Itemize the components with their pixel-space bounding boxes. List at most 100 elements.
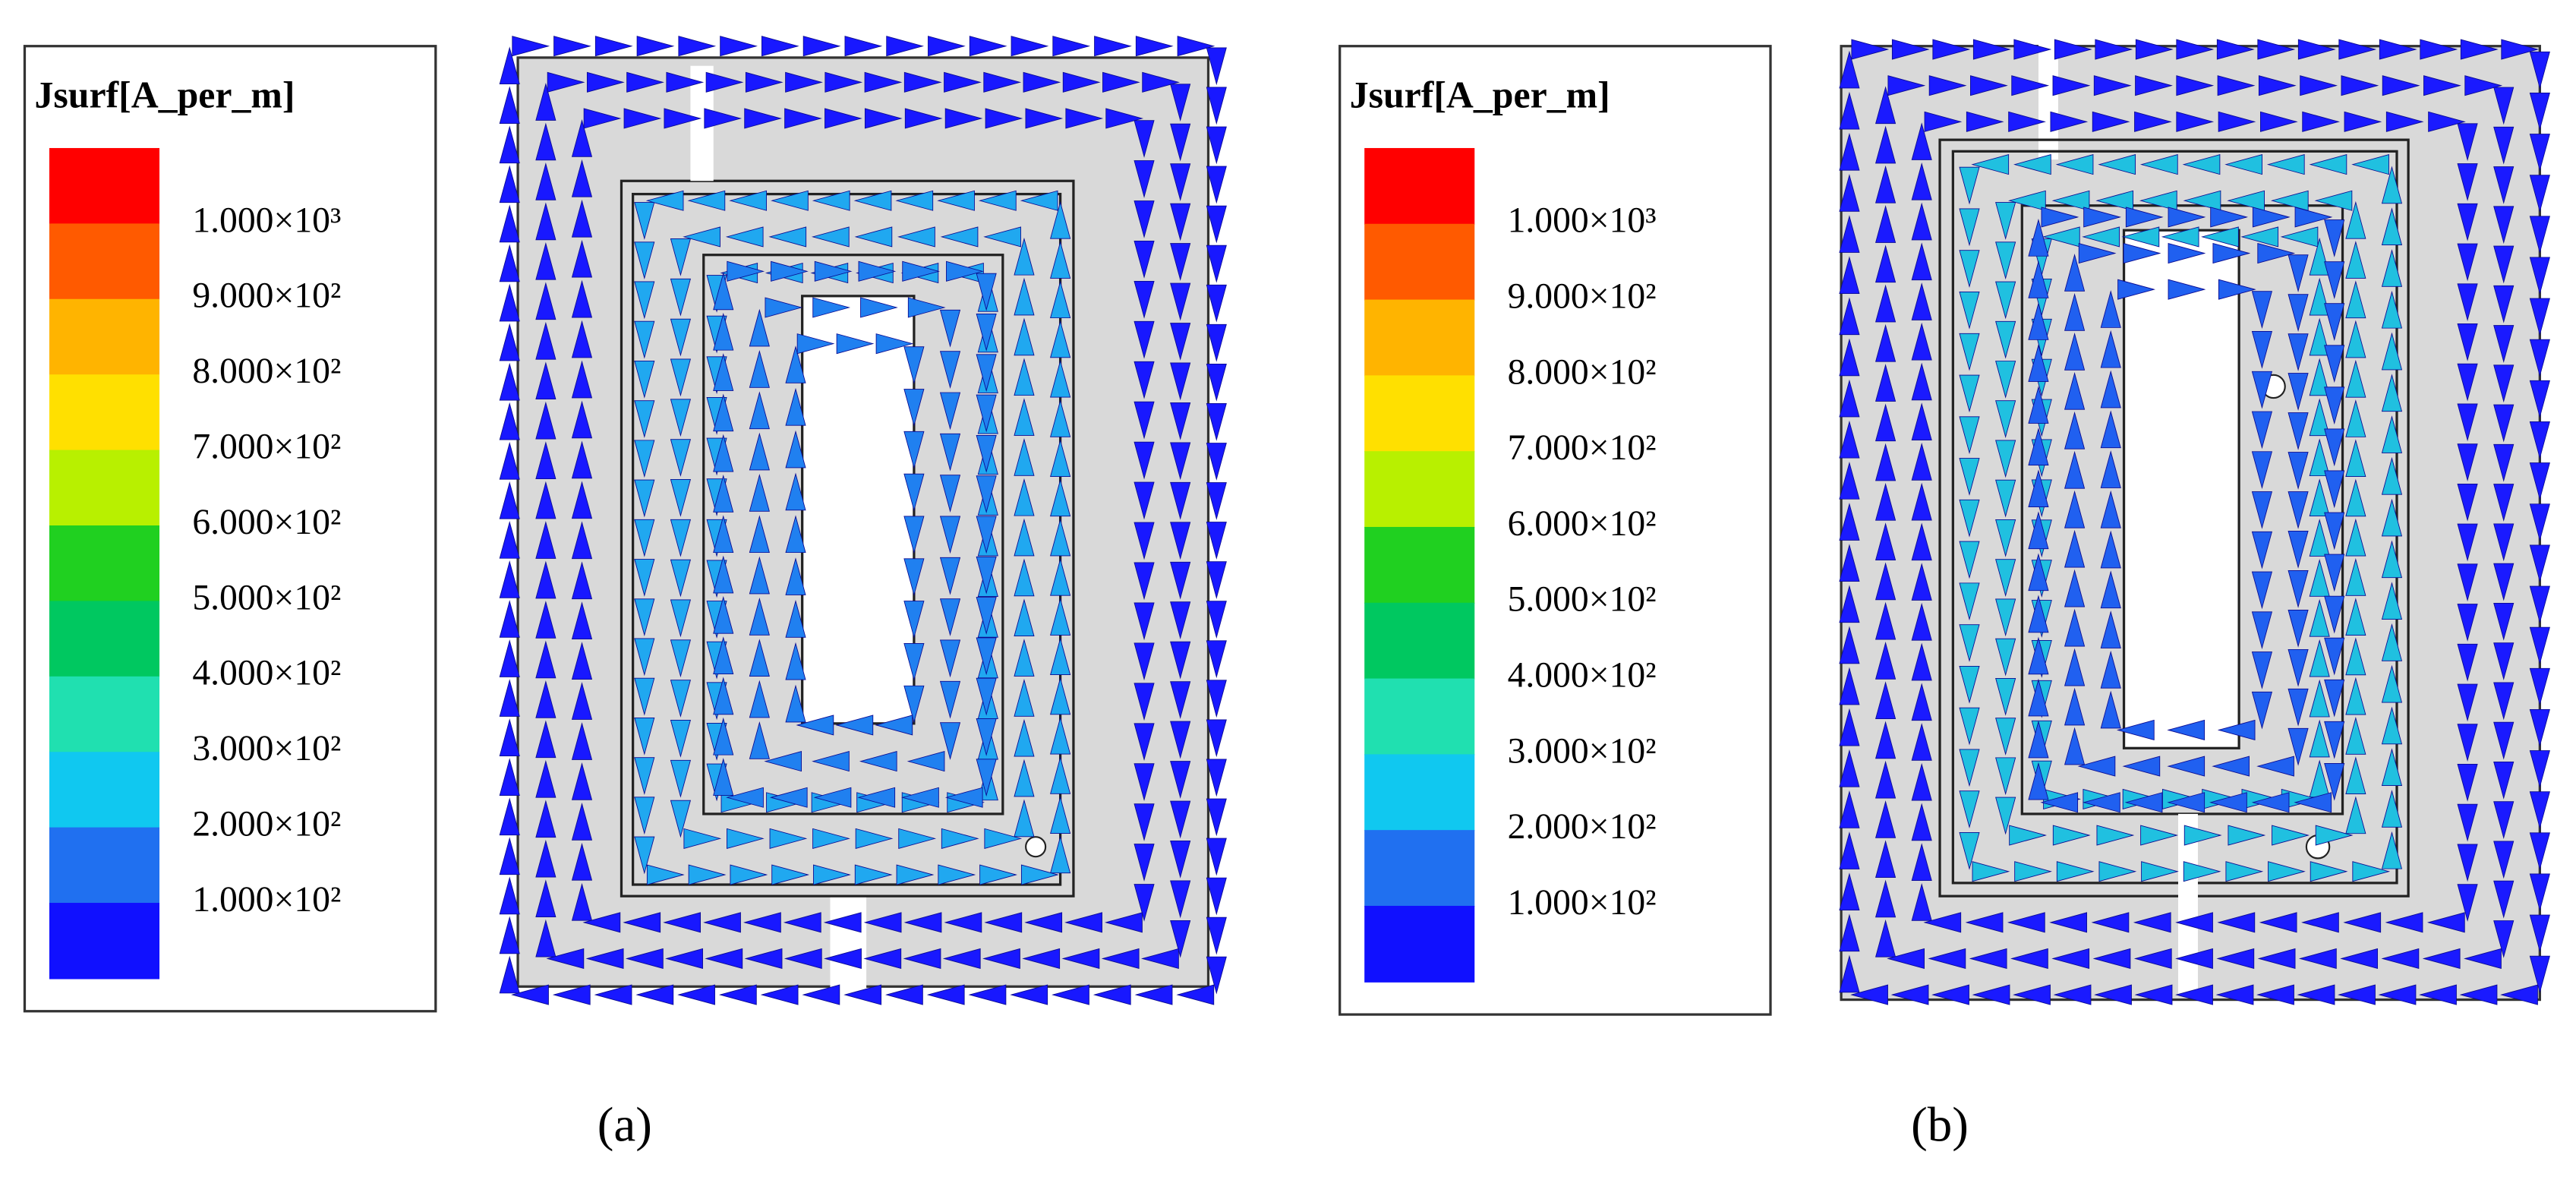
legend-label: 8.000×10² — [1508, 352, 1657, 392]
legend-label: 8.000×10² — [192, 352, 341, 391]
arrow — [1134, 884, 1155, 922]
arrow — [2428, 111, 2466, 132]
arrow — [1911, 723, 1932, 761]
arrow — [1014, 679, 1035, 717]
arrow — [771, 190, 809, 211]
arrow — [2493, 841, 2515, 879]
arrow — [906, 751, 945, 772]
arrow — [2176, 39, 2215, 60]
arrow — [535, 680, 557, 718]
arrow — [875, 715, 913, 736]
arrow — [1170, 481, 1191, 520]
arrow — [2161, 226, 2199, 248]
arrow — [976, 273, 997, 311]
arrow — [2457, 604, 2478, 642]
arrow — [1875, 601, 1897, 640]
arrow — [594, 36, 633, 57]
arrow — [1995, 677, 2016, 716]
arrow — [1887, 75, 1926, 96]
arrow — [705, 948, 743, 970]
arrow — [2529, 51, 2550, 90]
arrow — [2493, 523, 2515, 562]
arrow — [760, 984, 799, 1005]
arrow — [535, 241, 557, 280]
arrow — [944, 71, 982, 93]
arrow — [1135, 36, 1174, 57]
arrow — [2183, 825, 2222, 846]
arrow — [666, 71, 705, 93]
arrow — [2007, 912, 2045, 933]
arrow — [727, 828, 765, 849]
arrow — [705, 71, 744, 93]
arrow — [1134, 844, 1155, 882]
arrow — [1101, 948, 1140, 970]
arrow — [571, 802, 593, 841]
arrow — [535, 919, 557, 957]
arrow — [2217, 719, 2256, 741]
arrow — [1875, 840, 1897, 879]
arrow — [1206, 205, 1227, 244]
arrow — [2529, 955, 2550, 994]
arrow — [1959, 790, 1980, 828]
legend-swatch — [49, 450, 160, 527]
arrow — [2116, 719, 2155, 741]
arrow — [2270, 190, 2309, 211]
arrow — [1206, 719, 1227, 758]
arrow — [1134, 481, 1155, 520]
arrow — [2121, 226, 2160, 248]
arrow — [749, 597, 770, 636]
arrow — [2094, 984, 2132, 1005]
arrow — [2493, 762, 2515, 800]
arrow — [2008, 111, 2046, 132]
arrow — [2529, 216, 2550, 254]
arrow — [2054, 39, 2092, 60]
arrow — [2324, 219, 2345, 257]
arrow — [1134, 120, 1155, 158]
arrow — [2288, 452, 2309, 490]
arrow — [2381, 706, 2403, 745]
arrow — [1134, 562, 1155, 601]
arrow — [2338, 984, 2376, 1005]
arrow — [1911, 843, 1932, 881]
arrow — [2140, 825, 2178, 846]
legend-swatch — [1364, 223, 1475, 301]
arrow — [1065, 108, 1104, 129]
arrow — [1134, 401, 1155, 440]
arrow — [1875, 284, 1897, 323]
arrow — [1206, 284, 1227, 323]
arrow — [1875, 482, 1897, 521]
arrow — [2092, 948, 2131, 970]
arrow — [2381, 332, 2403, 371]
arrow — [2341, 75, 2379, 96]
arrow — [1170, 561, 1191, 600]
arrow — [725, 226, 764, 248]
arrow — [1959, 292, 1980, 330]
arrow — [2297, 984, 2335, 1005]
arrow — [2345, 677, 2366, 715]
arrow — [1891, 39, 1930, 60]
arrow — [1050, 478, 1071, 517]
arrow — [1959, 333, 1980, 371]
legend-swatch — [49, 374, 160, 451]
arrow — [2324, 721, 2345, 759]
arrow — [535, 361, 557, 400]
arrow — [683, 226, 720, 248]
arrow — [1911, 683, 1932, 721]
arrow — [571, 481, 593, 519]
arrow — [1839, 913, 1860, 952]
arrow — [2500, 984, 2538, 1005]
arrow — [2168, 242, 2206, 264]
arrow — [2041, 207, 2079, 228]
arrow — [1050, 320, 1071, 358]
arrow — [812, 828, 850, 849]
arrow — [749, 680, 770, 718]
arrow — [670, 358, 691, 397]
arrow — [2064, 529, 2086, 568]
arrow — [1052, 984, 1089, 1005]
arrow — [1839, 379, 1860, 418]
arrow — [1851, 39, 1890, 60]
arrow — [1839, 708, 1860, 746]
arrow — [811, 226, 850, 248]
arrow — [1839, 461, 1860, 500]
